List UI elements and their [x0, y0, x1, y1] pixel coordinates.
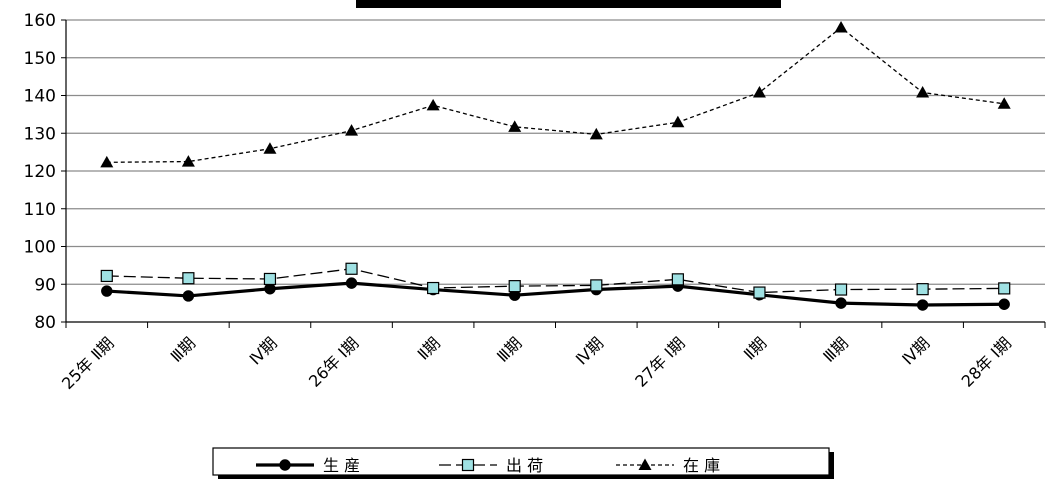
series-group [100, 21, 1011, 311]
gridlines [66, 19, 1045, 285]
data-point [182, 272, 195, 285]
series-1 [101, 277, 1010, 311]
data-point [182, 290, 195, 302]
data-point [181, 155, 195, 167]
data-point [671, 115, 685, 128]
x-axis: 25年 Ⅱ期 Ⅲ期 Ⅳ期 26年 Ⅰ期 Ⅱ期 Ⅲ期 Ⅳ期 27年 Ⅰ期 Ⅱ期 Ⅲ期 Ⅳ期 28年 Ⅰ期 [58, 321, 1046, 393]
x-tick-label: 26年 Ⅰ期 [305, 333, 362, 390]
y-tick-label: 130 [24, 124, 56, 144]
x-tick-label: Ⅲ期 [819, 333, 852, 366]
data-point [263, 272, 277, 286]
legend-marker [279, 459, 291, 471]
legend-label: 生 産 [323, 456, 360, 475]
data-point [834, 283, 848, 296]
data-point [998, 298, 1010, 310]
x-tick-label: 28年 Ⅰ期 [958, 333, 1015, 390]
legend-marker [638, 458, 652, 470]
data-point [508, 280, 521, 293]
data-point [427, 281, 440, 295]
x-tick-label: Ⅳ期 [572, 333, 607, 368]
legend-item-1: 生 産 [256, 456, 360, 475]
x-tick-label: Ⅱ期 [740, 333, 770, 363]
series-line [106, 281, 1005, 307]
legend: 生 産出 荷在 庫 [212, 447, 834, 479]
legend-item-2: 出 荷 [439, 456, 543, 475]
data-point [100, 269, 113, 283]
x-tick-label: Ⅳ期 [246, 333, 281, 368]
data-point [590, 279, 603, 292]
data-point [835, 297, 847, 309]
legend-label: 出 荷 [506, 456, 543, 475]
legend-box [212, 447, 830, 476]
data-point [671, 273, 684, 286]
legend-item-3: 在 庫 [616, 456, 720, 475]
y-tick-label: 90 [34, 275, 56, 295]
data-point [834, 21, 848, 33]
data-point [916, 283, 929, 296]
y-tick-label: 80 [34, 313, 56, 333]
data-point [508, 120, 522, 132]
data-point [345, 124, 359, 136]
series-3 [100, 21, 1011, 168]
series-line [106, 26, 1005, 163]
x-tick-label: 27年 Ⅰ期 [631, 333, 688, 390]
data-point [345, 262, 358, 275]
series-line [106, 268, 1005, 294]
x-tick-label: Ⅲ期 [167, 333, 200, 366]
data-point [589, 127, 603, 140]
legend-label: 在 庫 [683, 456, 720, 475]
x-tick-label: Ⅱ期 [414, 333, 444, 363]
data-point [998, 282, 1011, 295]
y-tick-label: 140 [24, 87, 56, 107]
x-tick-label: Ⅲ期 [493, 333, 526, 366]
data-point [264, 283, 276, 295]
series-2 [100, 262, 1011, 299]
y-tick-label: 120 [24, 162, 56, 182]
x-tick-label: 25年 Ⅱ期 [58, 333, 118, 393]
data-point [752, 85, 766, 98]
data-point [100, 155, 114, 168]
legend-marker [461, 458, 475, 472]
data-point [997, 97, 1011, 109]
y-tick-label: 160 [24, 11, 56, 31]
title-bar [356, 0, 781, 8]
data-point [345, 277, 358, 289]
y-axis: 80 90 100 110 120 130 140 150 160 [24, 11, 67, 333]
y-tick-label: 110 [24, 200, 56, 220]
data-point [916, 299, 929, 311]
y-tick-label: 150 [24, 49, 56, 69]
data-point [426, 98, 440, 111]
data-point [101, 285, 113, 297]
y-tick-label: 100 [24, 238, 56, 258]
data-point [753, 286, 766, 299]
data-point [263, 142, 277, 154]
data-point [916, 85, 930, 98]
x-tick-label: Ⅳ期 [898, 333, 933, 368]
